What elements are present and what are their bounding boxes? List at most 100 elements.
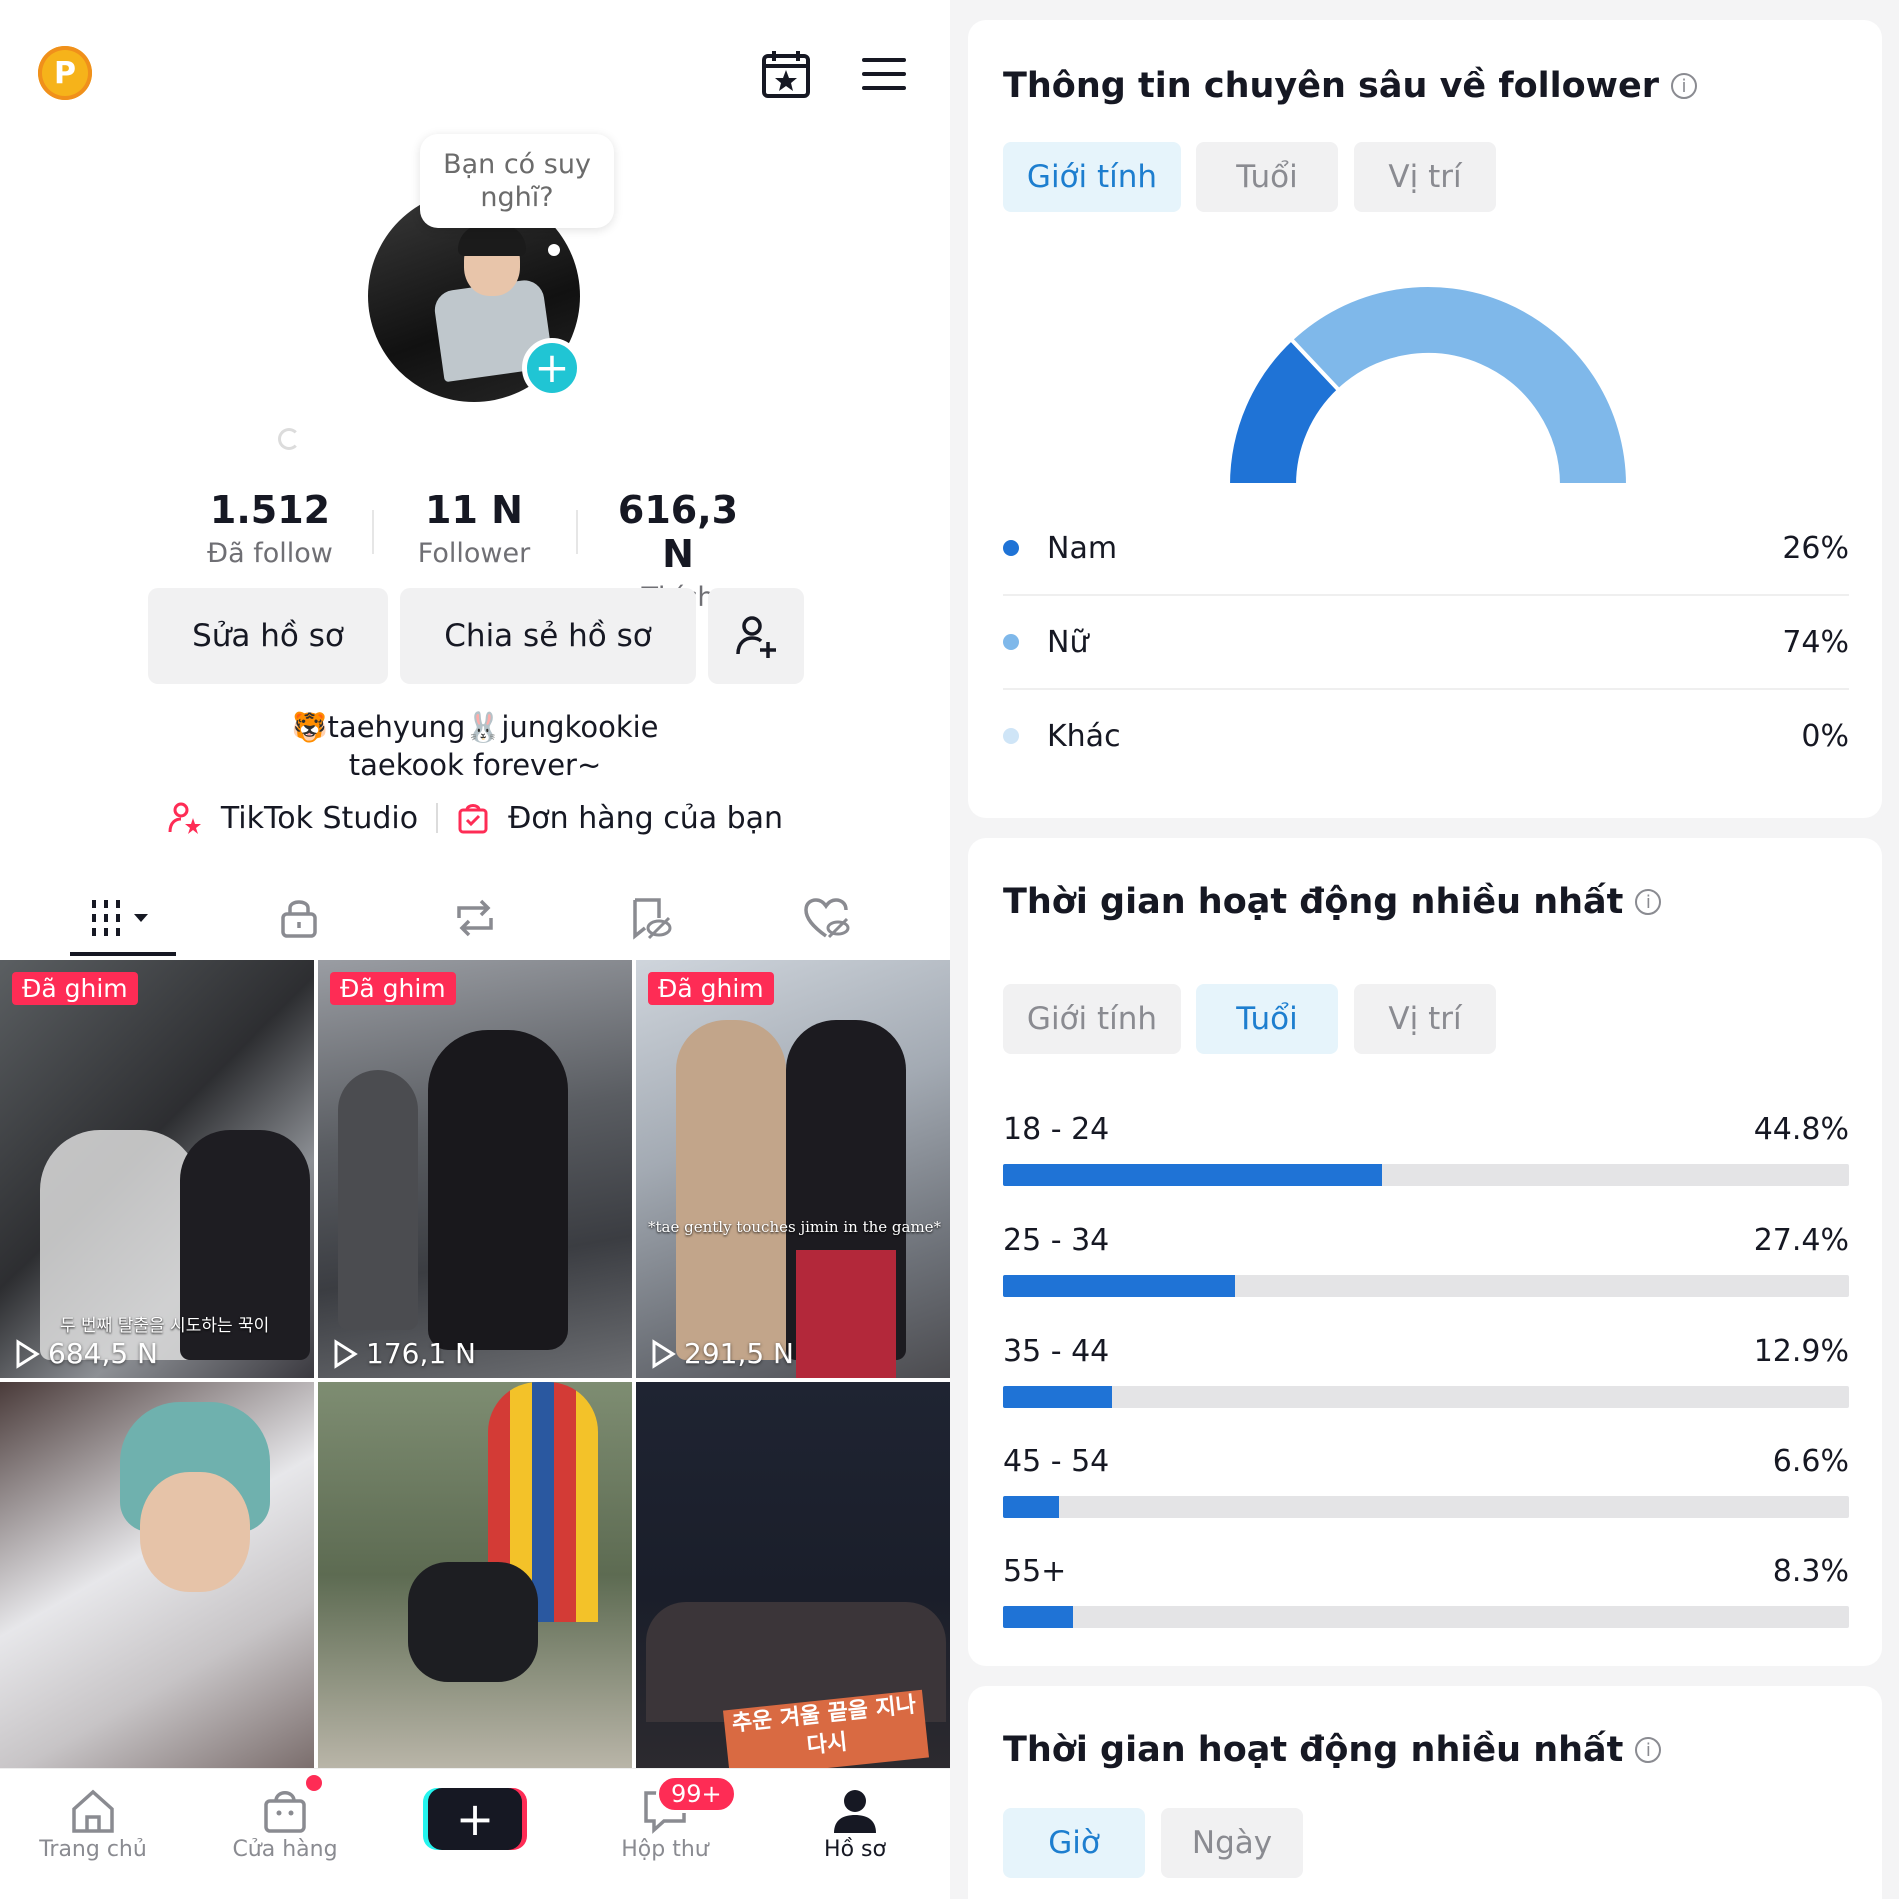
- inbox-badge: 99+: [656, 1775, 737, 1813]
- video-thumbnail[interactable]: Đã ghim *tae gently touches jimin in the…: [636, 960, 950, 1378]
- legend-row-male: Nam 26%: [1003, 502, 1849, 594]
- thought-bubble-text: Bạn có suy nghĩ?: [443, 149, 591, 213]
- grid-icon: [92, 900, 148, 936]
- coin-icon[interactable]: P: [38, 46, 92, 100]
- followers-label: Follower: [417, 538, 531, 569]
- stat-followers[interactable]: 11 N Follower: [394, 488, 554, 569]
- video-thumbnail[interactable]: Đã ghim 두 번째 탈출을 시도하는 꾹이 684,5 N: [0, 960, 314, 1378]
- video-thumbnail[interactable]: Đã ghim 176,1 N: [318, 960, 632, 1378]
- thumbnail-figure: [796, 1250, 896, 1378]
- thought-bubble[interactable]: Bạn có suy nghĩ?: [420, 134, 614, 228]
- tab-age[interactable]: Tuổi: [1196, 984, 1338, 1054]
- create-button[interactable]: +: [428, 1788, 522, 1850]
- info-icon[interactable]: i: [1635, 889, 1662, 915]
- bio-line-1: 🐯taehyung🐰jungkookie: [291, 710, 659, 744]
- edit-profile-button[interactable]: Sửa hồ sơ: [148, 588, 388, 684]
- age-card: Thời gian hoạt động nhiều nhất i Giới tí…: [968, 838, 1882, 1666]
- legend-label: Nam: [1047, 530, 1118, 566]
- card-title-text: Thời gian hoạt động nhiều nhất: [1003, 1730, 1624, 1770]
- profile-links: TikTok Studio Đơn hàng của bạn: [0, 800, 950, 836]
- view-count: 176,1 N: [332, 1337, 476, 1370]
- tab-age-label: Tuổi: [1236, 1001, 1298, 1037]
- legend-value: 26%: [1782, 530, 1849, 566]
- pinned-badge: Đã ghim: [648, 972, 774, 1005]
- age-range: 35 - 44: [1003, 1334, 1110, 1369]
- tiktok-studio-link[interactable]: TikTok Studio: [220, 800, 419, 836]
- view-count-text: 176,1 N: [366, 1337, 477, 1370]
- age-bar-track: [1003, 1386, 1849, 1408]
- legend-separator: [1003, 688, 1849, 690]
- calendar-star-icon[interactable]: [760, 48, 812, 100]
- age-percent: 8.3%: [1772, 1554, 1849, 1589]
- age-percent: 27.4%: [1753, 1223, 1849, 1258]
- info-icon[interactable]: i: [1671, 73, 1697, 99]
- nav-profile[interactable]: Hồ sơ: [780, 1785, 930, 1862]
- lock-icon: [281, 900, 317, 938]
- stat-divider: [576, 510, 578, 554]
- nav-home[interactable]: Trang chủ: [18, 1785, 168, 1862]
- legend-value: 74%: [1782, 624, 1849, 660]
- view-count-text: 684,5 N: [48, 1337, 159, 1370]
- age-row-label: 25 - 34 27.4%: [1003, 1223, 1849, 1258]
- repost-icon: [457, 899, 493, 937]
- donut-slice-Nữ: [1288, 283, 1631, 487]
- stat-following[interactable]: 1.512 Đã follow: [190, 488, 350, 569]
- bubble-dot: [548, 244, 560, 256]
- tab-gender[interactable]: Giới tính: [1003, 142, 1181, 212]
- nav-inbox-label: Hộp thư: [621, 1837, 709, 1862]
- play-icon: [334, 1338, 358, 1369]
- heart-hidden-icon: [804, 898, 850, 939]
- play-icon: [16, 1338, 40, 1369]
- tab-private[interactable]: [244, 880, 354, 956]
- tab-gender[interactable]: Giới tính: [1003, 984, 1181, 1054]
- following-count: 1.512: [209, 488, 331, 532]
- age-bar-track: [1003, 1496, 1849, 1518]
- add-friend-button[interactable]: [708, 588, 804, 684]
- video-thumbnail[interactable]: [0, 1382, 314, 1768]
- legend-dot: [1003, 634, 1019, 650]
- video-thumbnail[interactable]: 추운 겨울 끝을 지나 다시: [636, 1382, 950, 1768]
- add-avatar-button[interactable]: +: [522, 338, 582, 398]
- profile-icon: [834, 1790, 876, 1833]
- profile-panel: P Bạn có suy nghĩ? + 1.512 Đã follow 11 …: [0, 46, 950, 1862]
- tab-age-label: Tuổi: [1236, 159, 1298, 195]
- tab-location[interactable]: Vị trí: [1354, 984, 1496, 1054]
- video-thumbnail[interactable]: [318, 1382, 632, 1768]
- legend-label: Nữ: [1047, 624, 1089, 660]
- tiktok-studio-icon: [168, 802, 201, 834]
- nav-profile-label: Hồ sơ: [824, 1837, 886, 1862]
- legend-value: 0%: [1801, 718, 1849, 754]
- bio-line-2: taekook forever~: [348, 748, 602, 782]
- tab-saved[interactable]: [596, 880, 706, 956]
- tab-day[interactable]: Ngày: [1161, 1808, 1303, 1878]
- age-bar: [1003, 1275, 1235, 1297]
- thumbnail-figure: [40, 1130, 200, 1360]
- orders-link[interactable]: Đơn hàng của bạn: [508, 800, 784, 836]
- tab-hour[interactable]: Giờ: [1003, 1808, 1145, 1878]
- active-time-card: Thời gian hoạt động nhiều nhất i Giờ Ngà…: [968, 1686, 1882, 1899]
- tab-gender-label: Giới tính: [1026, 159, 1158, 195]
- info-icon[interactable]: i: [1635, 1737, 1662, 1763]
- tab-reposts[interactable]: [420, 880, 530, 956]
- tab-location[interactable]: Vị trí: [1354, 142, 1496, 212]
- tab-age[interactable]: Tuổi: [1196, 142, 1338, 212]
- tab-liked[interactable]: [772, 880, 882, 956]
- tab-videos[interactable]: [68, 880, 178, 956]
- video-caption: *tae gently touches jimin in the game*: [648, 1218, 942, 1236]
- share-profile-button[interactable]: Chia sẻ hồ sơ: [400, 588, 696, 684]
- card-title-text: Thời gian hoạt động nhiều nhất: [1003, 882, 1624, 922]
- shop-notification-dot: [306, 1775, 322, 1791]
- legend-row-female: Nữ 74%: [1003, 596, 1849, 688]
- thumbnail-figure: [140, 1472, 250, 1592]
- nav-shop[interactable]: Cửa hàng: [210, 1785, 360, 1862]
- age-bar-track: [1003, 1164, 1849, 1186]
- bookmark-hidden-icon: [633, 898, 672, 940]
- menu-icon[interactable]: [858, 48, 910, 100]
- age-row-label: 55+ 8.3%: [1003, 1554, 1849, 1589]
- nav-inbox[interactable]: Hộp thư: [590, 1785, 740, 1862]
- age-bar-track: [1003, 1275, 1849, 1297]
- age-bar-track: [1003, 1606, 1849, 1628]
- home-icon: [72, 1789, 114, 1833]
- tab-day-label: Ngày: [1191, 1825, 1273, 1861]
- tab-gender-label: Giới tính: [1026, 1001, 1158, 1037]
